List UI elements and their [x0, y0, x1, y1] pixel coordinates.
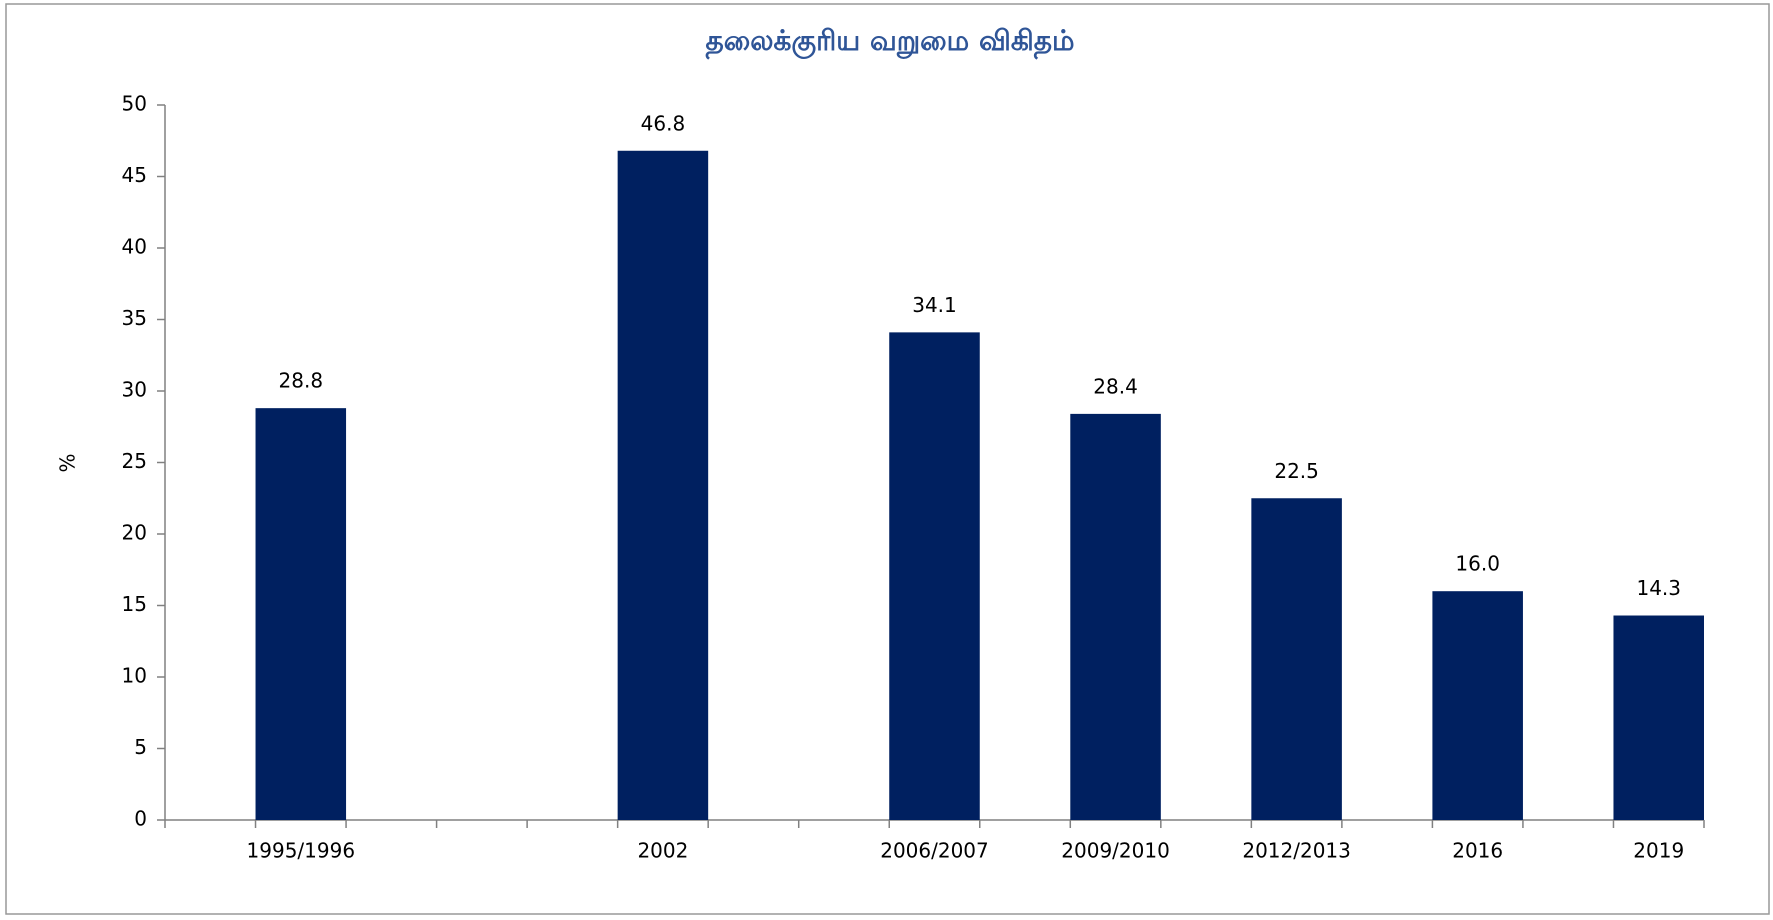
data-label: 22.5: [1274, 459, 1319, 483]
y-tick-label: 30: [122, 378, 147, 402]
x-tick-label: 1995/1996: [247, 839, 356, 863]
y-tick-label: 45: [122, 163, 147, 187]
data-label: 46.8: [641, 111, 686, 135]
data-label: 34.1: [912, 293, 957, 317]
data-label: 14.3: [1636, 576, 1681, 600]
x-tick-label: 2019: [1633, 839, 1684, 863]
y-tick-label: 15: [122, 592, 147, 616]
bar: [1251, 498, 1342, 820]
y-tick-label: 5: [134, 735, 147, 759]
y-tick-label: 50: [122, 92, 147, 116]
data-label: 28.8: [279, 369, 324, 393]
x-tick-label: 2002: [637, 839, 688, 863]
y-tick-label: 25: [122, 449, 147, 473]
x-tick-label: 2012/2013: [1242, 839, 1351, 863]
chart-title: தலைக்குரிய வறுமை விகிதம்: [705, 24, 1074, 60]
chart-border: [5, 3, 1770, 915]
data-label: 28.4: [1093, 374, 1138, 398]
bar: [1613, 615, 1704, 820]
x-tick-label: 2016: [1452, 839, 1503, 863]
x-tick-label: 2006/2007: [880, 839, 989, 863]
y-tick-label: 0: [134, 807, 147, 831]
bar: [617, 150, 709, 820]
bar: [1432, 591, 1523, 820]
data-label: 16.0: [1455, 552, 1500, 576]
y-tick-label: 35: [122, 306, 147, 330]
bar: [1070, 413, 1161, 820]
y-tick-label: 20: [122, 521, 147, 545]
bar: [255, 408, 347, 820]
x-tick-label: 2009/2010: [1061, 839, 1170, 863]
y-tick-label: 40: [122, 235, 147, 259]
bar: [889, 332, 980, 820]
y-tick-label: 10: [122, 664, 147, 688]
y-axis-label: %: [56, 453, 80, 472]
